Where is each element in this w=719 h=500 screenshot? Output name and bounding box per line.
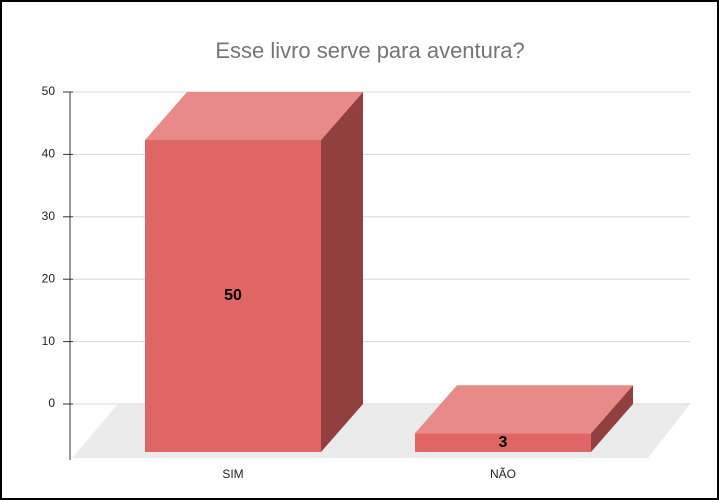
data-label: 50 <box>224 287 242 304</box>
bar-top <box>415 385 633 434</box>
x-tick-label: SIM <box>222 467 243 481</box>
bar <box>145 140 321 452</box>
chart-title: Esse livro serve para aventura? <box>215 38 524 63</box>
data-label: 3 <box>499 434 508 451</box>
bar-top <box>145 92 363 140</box>
bar-side <box>591 385 633 452</box>
y-tick-label: 40 <box>42 147 56 161</box>
y-tick-label: 30 <box>42 209 56 223</box>
y-tick-label: 20 <box>42 271 56 285</box>
y-tick-label: 0 <box>48 396 55 410</box>
bar-side <box>321 92 363 452</box>
bar <box>415 433 591 452</box>
x-tick-label: NÃO <box>490 467 516 481</box>
y-tick-label: 10 <box>42 334 56 348</box>
y-tick-label: 50 <box>42 84 56 98</box>
